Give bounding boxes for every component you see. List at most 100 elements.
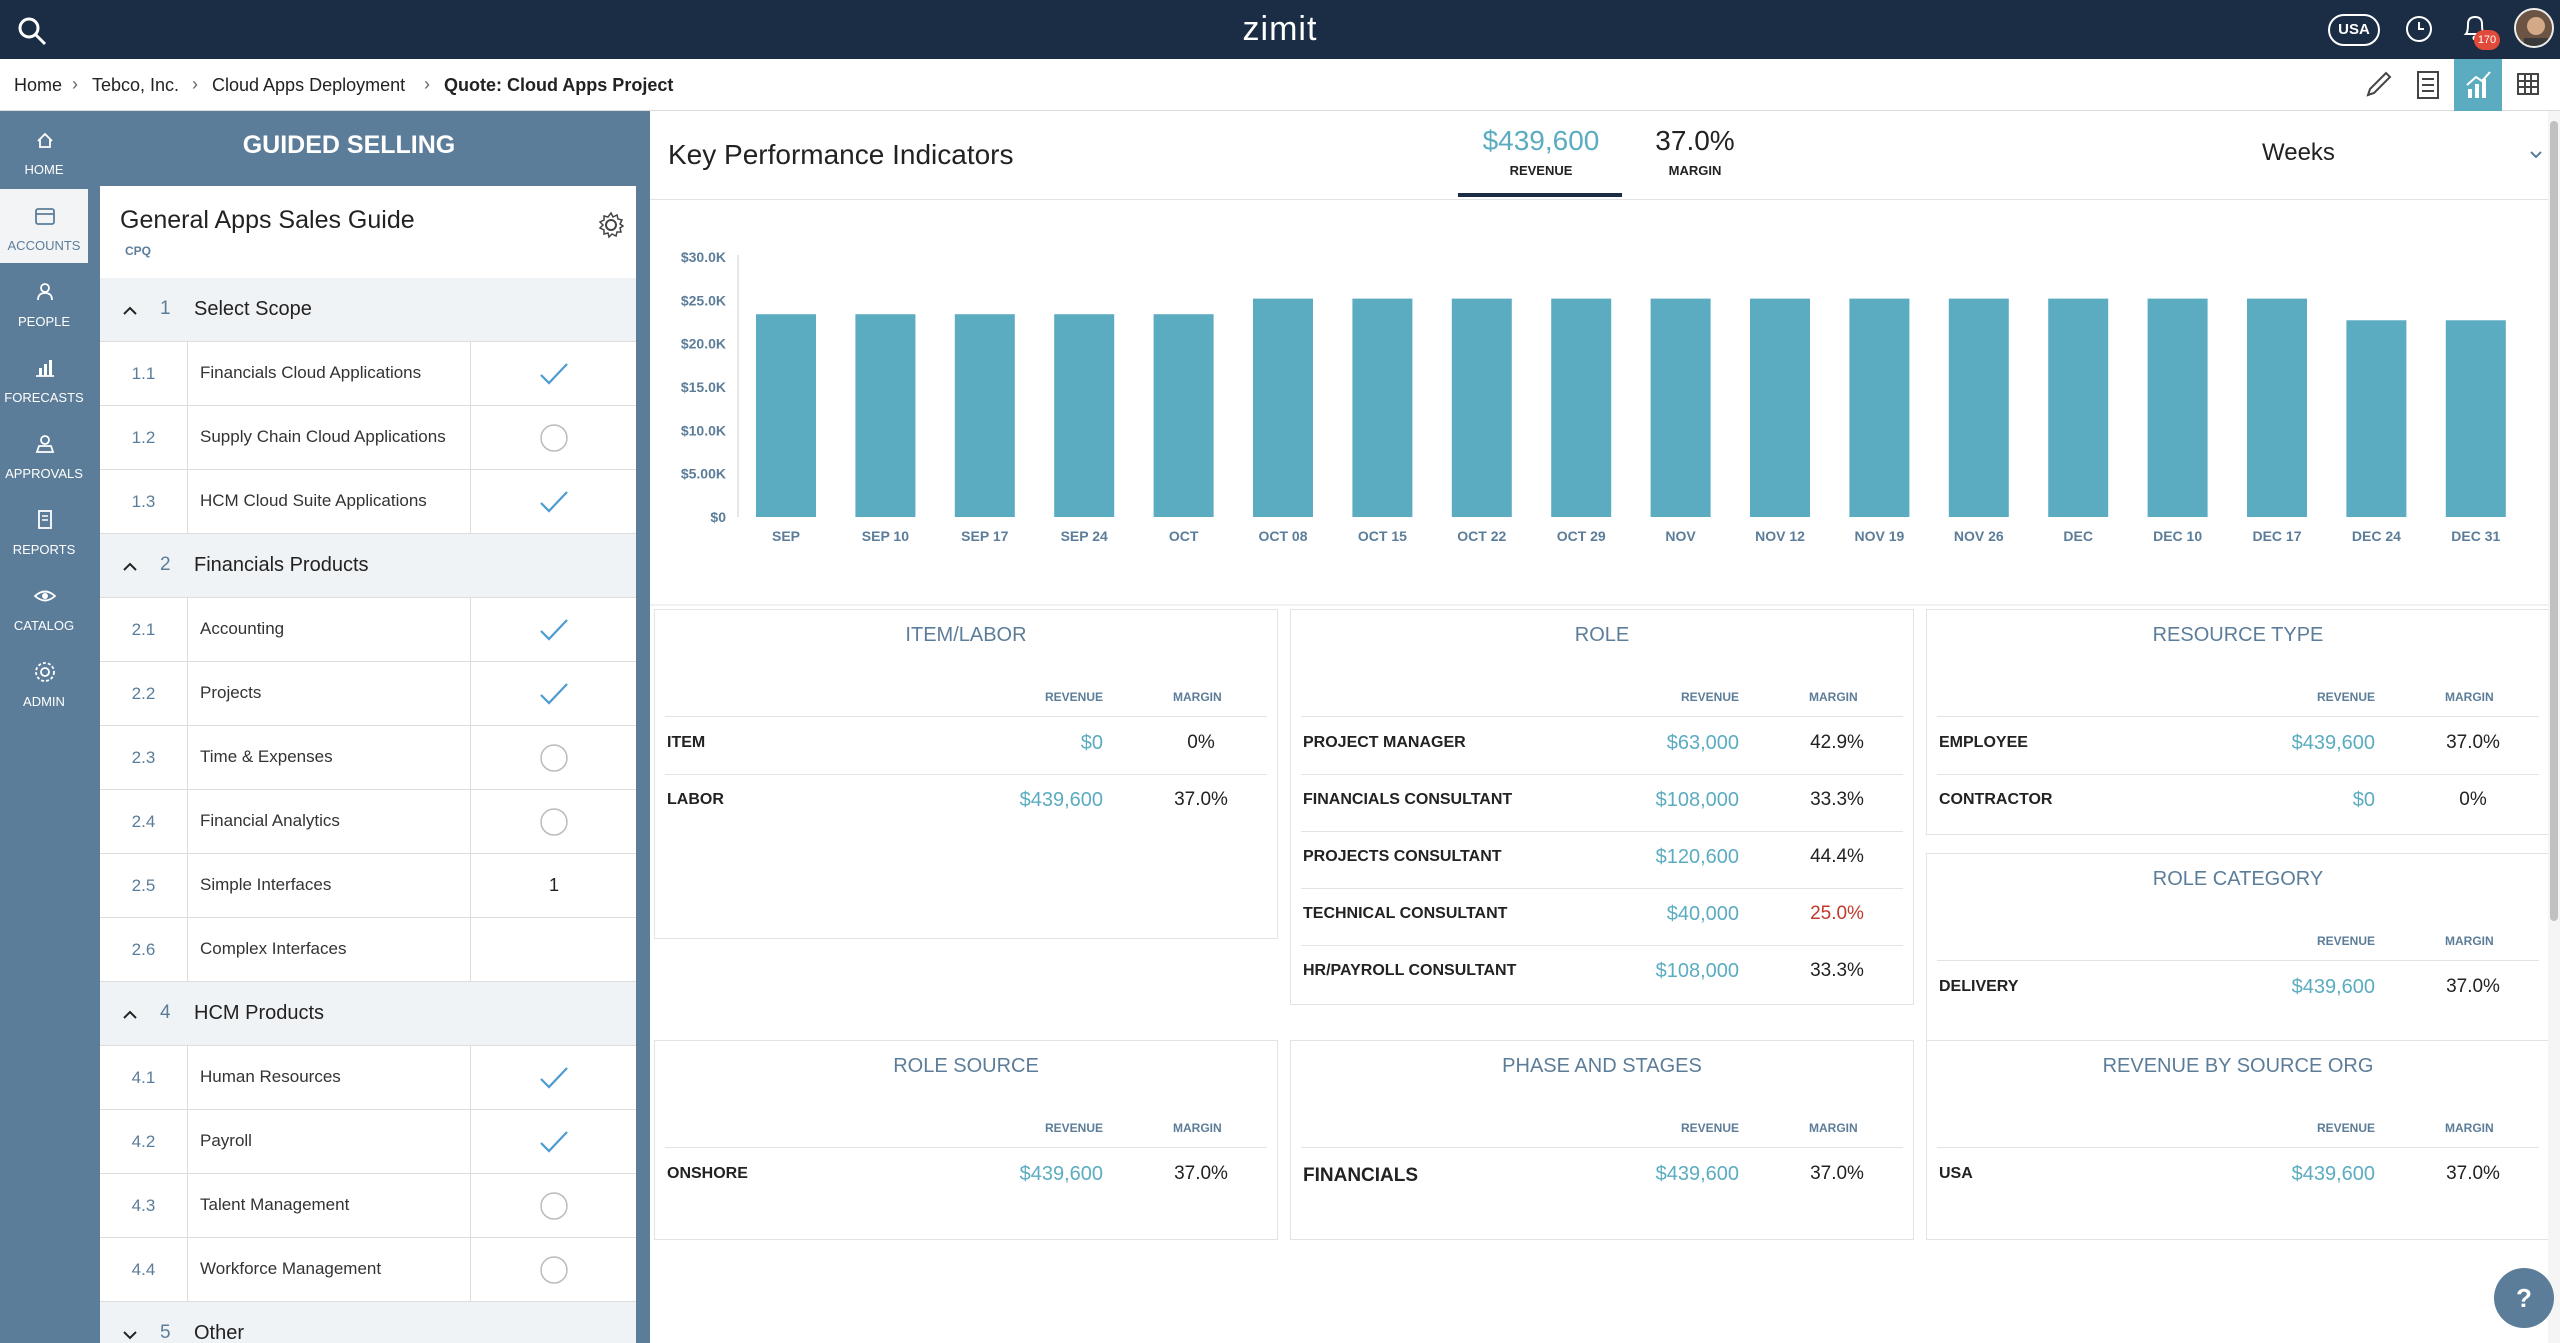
- edit-button[interactable]: [2354, 59, 2402, 111]
- guide-row[interactable]: 1.2 Supply Chain Cloud Applications: [100, 406, 636, 470]
- row-status[interactable]: [470, 1174, 636, 1238]
- bar-nov-26: [1948, 298, 2009, 517]
- checkmark-icon[interactable]: [471, 1046, 636, 1110]
- guide-row[interactable]: 1.3 HCM Cloud Suite Applications: [100, 470, 636, 534]
- sales-guide-subtitle: CPQ: [125, 244, 152, 258]
- grid-button[interactable]: [2504, 59, 2552, 111]
- document-button[interactable]: [2404, 59, 2452, 111]
- sidebar-item-admin[interactable]: ADMIN: [0, 645, 88, 719]
- breadcrumb-home[interactable]: Home: [14, 75, 63, 95]
- guide-row[interactable]: 4.2 Payroll: [100, 1110, 636, 1174]
- margin-col-header: MARGIN: [1809, 1121, 1858, 1135]
- empty-circle-icon[interactable]: [471, 1174, 636, 1238]
- help-button[interactable]: ?: [2494, 1268, 2554, 1328]
- row-number: 1.2: [100, 406, 188, 470]
- empty-circle-icon[interactable]: [471, 406, 636, 470]
- section-header[interactable]: 1 Select Scope: [100, 278, 636, 342]
- sidebar-item-label: APPROVALS: [5, 466, 83, 481]
- guide-row[interactable]: 2.6 Complex Interfaces: [100, 918, 636, 982]
- row-number: 2.2: [100, 662, 188, 726]
- section-header[interactable]: 2 Financials Products: [100, 534, 636, 598]
- y-tick-label: $25.0K: [681, 292, 726, 308]
- bar-nov-12: [1750, 298, 1810, 517]
- analytics-button[interactable]: [2454, 59, 2502, 111]
- row-status[interactable]: [470, 726, 636, 790]
- gear-icon[interactable]: [596, 210, 626, 240]
- checkmark-icon[interactable]: [471, 598, 636, 662]
- guide-row[interactable]: 2.2 Projects: [100, 662, 636, 726]
- scrollbar[interactable]: [2548, 111, 2560, 1343]
- inbox-icon: [35, 208, 55, 225]
- checkmark-icon[interactable]: [471, 1110, 636, 1174]
- guide-row[interactable]: 4.1 Human Resources: [100, 1046, 636, 1110]
- row-number: 2.3: [100, 726, 188, 790]
- sidebar-item-forecasts[interactable]: FORECASTS: [0, 341, 88, 415]
- guided-selling-header: GUIDED SELLING: [242, 131, 456, 159]
- avatar[interactable]: [2514, 8, 2554, 48]
- kpi-card-role: ROLE REVENUE MARGIN PROJECT MANAGER $63,000 4…: [1290, 609, 1914, 1005]
- empty-circle-icon[interactable]: [471, 726, 636, 790]
- breadcrumb-opportunity[interactable]: Cloud Apps Deployment: [212, 75, 406, 95]
- row-status[interactable]: [470, 598, 636, 662]
- row-status[interactable]: [470, 1110, 636, 1174]
- sidebar-item-people[interactable]: PEOPLE: [0, 265, 88, 339]
- divider: [1937, 1147, 2539, 1148]
- guide-row[interactable]: 4.4 Workforce Management: [100, 1238, 636, 1302]
- revenue-tab-label: REVENUE: [1509, 163, 1573, 178]
- checkmark-icon[interactable]: [471, 662, 636, 726]
- sidebar-item-label: CATALOG: [13, 618, 75, 633]
- sidebar-item-approvals[interactable]: APPROVALS: [0, 417, 88, 491]
- breadcrumb-account[interactable]: Tebco, Inc.: [92, 75, 180, 95]
- divider: [1301, 831, 1903, 832]
- sidebar-item-accounts[interactable]: ACCOUNTS: [0, 189, 88, 263]
- sidebar-item-label: HOME: [24, 162, 64, 177]
- row-status[interactable]: [470, 918, 636, 982]
- sidebar-item-catalog[interactable]: CATALOG: [0, 569, 88, 643]
- guide-row[interactable]: 2.5 Simple Interfaces 1: [100, 854, 636, 918]
- chevron-up-icon[interactable]: [120, 556, 140, 576]
- row-value[interactable]: 1: [548, 875, 559, 895]
- section-header[interactable]: 5 Other: [100, 1302, 636, 1343]
- row-status[interactable]: [470, 406, 636, 470]
- row-margin: 0%: [1187, 732, 1215, 753]
- region-selector[interactable]: USA: [2328, 14, 2380, 46]
- row-status[interactable]: 1: [470, 854, 636, 918]
- revenue-col-header: REVENUE: [2317, 934, 2376, 948]
- app-logo[interactable]: zimit: [1242, 10, 1318, 48]
- bar-sep-24: [1054, 314, 1115, 517]
- guide-row[interactable]: 2.1 Accounting: [100, 598, 636, 662]
- empty-circle-icon[interactable]: [471, 1238, 636, 1302]
- scrollbar-thumb[interactable]: [2550, 121, 2558, 921]
- row-status[interactable]: [470, 1046, 636, 1110]
- chevron-up-icon[interactable]: [120, 1004, 140, 1024]
- row-number: 4.2: [100, 1110, 188, 1174]
- row-status[interactable]: [470, 662, 636, 726]
- chevron-down-icon[interactable]: [120, 1324, 140, 1343]
- chevron-up-icon[interactable]: [120, 300, 140, 320]
- clock-icon[interactable]: [2404, 14, 2434, 44]
- search-icon[interactable]: [16, 15, 48, 47]
- guide-row[interactable]: 2.4 Financial Analytics: [100, 790, 636, 854]
- checkmark-icon[interactable]: [471, 342, 636, 406]
- checkmark-icon[interactable]: [471, 470, 636, 534]
- document-icon: [2417, 71, 2439, 99]
- row-status[interactable]: [470, 342, 636, 406]
- sidebar-item-home[interactable]: HOME: [0, 113, 88, 187]
- margin-col-header: MARGIN: [1173, 690, 1222, 704]
- row-status[interactable]: [470, 1238, 636, 1302]
- divider: [650, 199, 2560, 200]
- period-select[interactable]: Weeks: [2262, 139, 2335, 166]
- tab-revenue[interactable]: $439,600 REVENUE: [1460, 125, 1622, 178]
- divider: [1937, 960, 2539, 961]
- guide-row[interactable]: 4.3 Talent Management: [100, 1174, 636, 1238]
- row-status[interactable]: [470, 790, 636, 854]
- empty-circle-icon[interactable]: [471, 790, 636, 854]
- row-label: HCM Cloud Suite Applications: [200, 491, 427, 510]
- sidebar-item-reports[interactable]: REPORTS: [0, 493, 88, 567]
- chevron-down-icon[interactable]: [2528, 147, 2544, 163]
- guide-row[interactable]: 2.3 Time & Expenses: [100, 726, 636, 790]
- section-header[interactable]: 4 HCM Products: [100, 982, 636, 1046]
- row-status[interactable]: [470, 470, 636, 534]
- guide-row[interactable]: 1.1 Financials Cloud Applications: [100, 342, 636, 406]
- tab-margin[interactable]: 37.0% MARGIN: [1635, 125, 1755, 178]
